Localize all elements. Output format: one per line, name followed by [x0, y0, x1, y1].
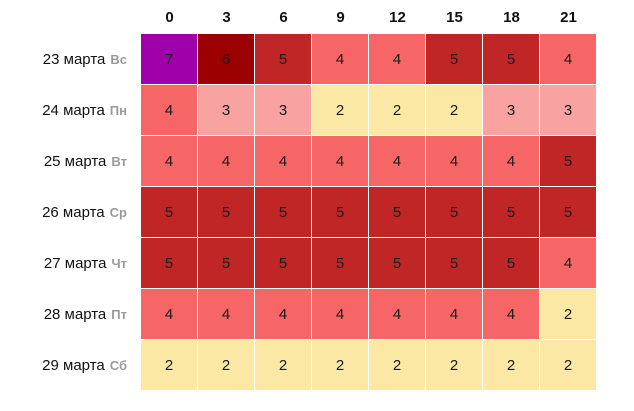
forecast-cell: 4: [312, 34, 369, 85]
forecast-cell: 3: [255, 85, 312, 136]
forecast-cell: 3: [540, 85, 597, 136]
hour-header-3: 3: [222, 8, 231, 26]
forecast-cell: 4: [198, 289, 255, 340]
weekday-label: Чт: [111, 256, 127, 271]
forecast-cell: 4: [483, 289, 540, 340]
hour-header-0: 0: [165, 8, 174, 26]
row-label: 28 марта Пт: [0, 289, 141, 340]
hour-header-12: 12: [389, 8, 406, 26]
hour-header-9: 9: [336, 8, 345, 26]
date-label: 26 марта: [42, 204, 105, 221]
forecast-cell: 5: [483, 34, 540, 85]
row-label: 29 марта Сб: [0, 340, 141, 391]
forecast-cell: 6: [198, 34, 255, 85]
forecast-cell: 4: [141, 136, 198, 187]
hour-header-6: 6: [279, 8, 288, 26]
forecast-cell: 5: [255, 34, 312, 85]
forecast-cell: 5: [369, 187, 426, 238]
forecast-cell: 2: [369, 340, 426, 391]
date-label: 23 марта: [42, 51, 106, 68]
forecast-cell: 5: [483, 238, 540, 289]
hour-header-15: 15: [446, 8, 463, 26]
date-label: 28 марта: [43, 306, 107, 323]
forecast-cell: 4: [426, 136, 483, 187]
weekday-label: Вт: [111, 154, 127, 169]
forecast-cell: 3: [198, 85, 255, 136]
forecast-cell: 2: [369, 85, 426, 136]
forecast-cell: 3: [483, 85, 540, 136]
weekday-label: Ср: [109, 205, 127, 220]
forecast-cell: 4: [255, 136, 312, 187]
forecast-cell: 4: [312, 289, 369, 340]
forecast-cell: 5: [426, 238, 483, 289]
hour-header-18: 18: [503, 8, 520, 26]
forecast-cell: 2: [198, 340, 255, 391]
forecast-cell: 5: [426, 34, 483, 85]
row-label: 27 марта Чт: [0, 238, 141, 289]
weekday-label: Пт: [111, 307, 127, 322]
forecast-cell: 5: [483, 187, 540, 238]
weekday-label: Пн: [109, 103, 127, 118]
forecast-cell: 5: [369, 238, 426, 289]
forecast-cell: 5: [141, 187, 198, 238]
weekday-label: Сб: [109, 358, 127, 373]
row-label: 26 марта Ср: [0, 187, 141, 238]
forecast-cell: 5: [198, 187, 255, 238]
forecast-cell: 4: [540, 238, 597, 289]
forecast-cell: 5: [540, 136, 597, 187]
date-label: 24 марта: [42, 102, 105, 119]
forecast-cell: 4: [141, 289, 198, 340]
forecast-cell: 4: [540, 34, 597, 85]
forecast-cell: 4: [426, 289, 483, 340]
forecast-cell: 5: [312, 187, 369, 238]
forecast-cell: 2: [540, 340, 597, 391]
row-label: 25 марта Вт: [0, 136, 141, 187]
forecast-cell: 2: [426, 85, 483, 136]
row-label: 24 марта Пн: [0, 85, 141, 136]
forecast-cell: 4: [483, 136, 540, 187]
forecast-cell: 4: [141, 85, 198, 136]
forecast-cell: 5: [141, 238, 198, 289]
forecast-cell: 4: [369, 34, 426, 85]
forecast-cell: 5: [198, 238, 255, 289]
forecast-cell: 5: [540, 187, 597, 238]
row-label: 23 марта Вс: [0, 34, 141, 85]
forecast-cell: 2: [255, 340, 312, 391]
forecast-cell: 5: [312, 238, 369, 289]
weekday-label: Вс: [110, 52, 127, 67]
forecast-cell: 2: [312, 340, 369, 391]
forecast-cell: 5: [255, 187, 312, 238]
forecast-cell: 4: [198, 136, 255, 187]
forecast-cell: 2: [426, 340, 483, 391]
date-label: 29 марта: [42, 357, 105, 374]
forecast-cell: 2: [312, 85, 369, 136]
forecast-cell: 4: [255, 289, 312, 340]
forecast-cell: 5: [426, 187, 483, 238]
forecast-cell: 4: [369, 289, 426, 340]
forecast-cell: 2: [483, 340, 540, 391]
forecast-cell: 2: [141, 340, 198, 391]
date-label: 25 марта: [43, 153, 107, 170]
forecast-cell: 4: [312, 136, 369, 187]
forecast-cell: 5: [255, 238, 312, 289]
forecast-cell: 4: [369, 136, 426, 187]
forecast-cell: 7: [141, 34, 198, 85]
date-label: 27 марта: [43, 255, 107, 272]
forecast-cell: 2: [540, 289, 597, 340]
hour-header-21: 21: [560, 8, 577, 26]
